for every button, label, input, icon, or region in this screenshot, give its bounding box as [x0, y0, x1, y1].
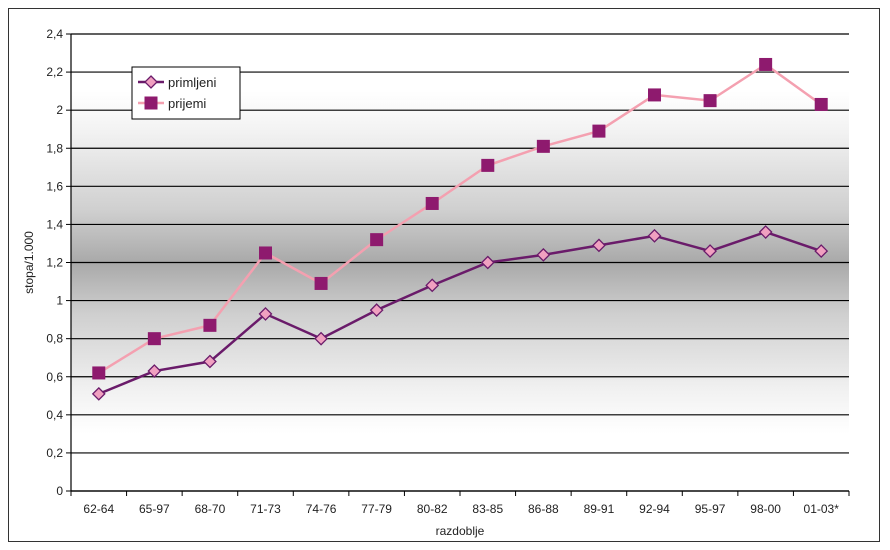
y-tick-label: 0,4: [46, 408, 63, 422]
x-tick-label: 62-64: [83, 502, 114, 516]
gridlines: [71, 33, 849, 492]
data-point-prijemi: [203, 318, 217, 332]
data-point-primljeni: [536, 247, 551, 262]
y-axis-title: stopa/1.000: [22, 231, 36, 294]
axes: 0 0,2 0,4 0,6 0,8 1 1,2 1,4 1,6 1,8 2 2,2 2,4 62-64 65…: [46, 27, 850, 516]
y-tick-label: 1,8: [46, 141, 63, 155]
y-tick-label: 0,8: [46, 332, 63, 346]
y-tick-label: 1,2: [46, 256, 63, 270]
data-point-prijemi: [314, 276, 328, 290]
x-tick-label: 83-85: [472, 502, 503, 516]
y-tick-label: 1: [56, 294, 63, 308]
data-point-prijemi: [592, 124, 606, 138]
data-point-primljeni: [814, 244, 829, 258]
series-line-prijemi: [98, 62, 822, 375]
x-tick-label: 68-70: [195, 502, 226, 516]
y-tick-label: 0: [56, 484, 63, 498]
legend: primljeni prijemi: [131, 66, 241, 120]
data-point-primljeni: [369, 303, 384, 318]
y-tick-label: 2: [56, 103, 63, 117]
legend-marker-primljeni: [144, 75, 158, 89]
data-point-prijemi: [425, 196, 439, 210]
x-tick-label: 89-91: [584, 502, 615, 516]
y-tick-label: 1,4: [46, 217, 63, 231]
y-tick-label: 2,2: [46, 65, 63, 79]
data-point-primljeni: [425, 278, 440, 293]
data-point-prijemi: [259, 246, 272, 260]
data-point-prijemi: [92, 366, 106, 380]
data-point-primljeni: [147, 364, 162, 378]
x-tick-label: 74-76: [306, 502, 337, 516]
data-point-prijemi: [648, 88, 661, 102]
x-tick-label: 80-82: [417, 502, 448, 516]
data-point-prijemi: [536, 139, 550, 153]
data-point-primljeni: [758, 225, 773, 239]
y-tick-label: 1,6: [46, 179, 63, 193]
x-tick-label: 71-73: [250, 502, 281, 516]
x-tick-label: 65-97: [139, 502, 170, 516]
y-tick-label: 0,2: [46, 446, 63, 460]
x-tick-label: 98-00: [750, 502, 781, 516]
legend-box: [131, 66, 241, 120]
x-tick-label: 01-03*: [804, 502, 840, 516]
legend-marker-prijemi: [144, 96, 158, 110]
y-tick-label: 2,4: [46, 27, 63, 41]
data-point-prijemi: [814, 97, 828, 111]
series-layer: [91, 57, 829, 401]
series-primljeni: [91, 225, 829, 401]
data-point-primljeni: [258, 306, 273, 321]
data-point-prijemi: [703, 94, 717, 108]
x-tick-label: 77-79: [361, 502, 392, 516]
data-point-prijemi: [147, 332, 161, 346]
data-point-primljeni: [647, 228, 662, 243]
x-axis-title: razdoblje: [436, 524, 485, 538]
series-line-primljeni: [98, 230, 822, 396]
data-point-primljeni: [592, 238, 606, 253]
data-point-primljeni: [480, 255, 495, 270]
data-point-primljeni: [314, 331, 328, 346]
line-chart: 0 0,2 0,4 0,6 0,8 1 1,2 1,4 1,6 1,8 2 2,2 2,4 62-64 65…: [22, 27, 850, 538]
data-point-primljeni: [203, 354, 217, 369]
data-point-primljeni: [91, 386, 106, 401]
chart-frame: 0 0,2 0,4 0,6 0,8 1 1,2 1,4 1,6 1,8 2 2,2 2,4 62-64 65…: [8, 8, 880, 542]
data-point-prijemi: [481, 158, 495, 172]
series-prijemi: [92, 57, 828, 380]
data-point-prijemi: [370, 233, 384, 247]
legend-label-prijemi: prijemi: [168, 96, 206, 111]
data-point-prijemi: [759, 57, 773, 71]
y-tick-label: 0,6: [46, 370, 63, 384]
x-tick-label: 86-88: [528, 502, 559, 516]
data-point-primljeni: [703, 244, 717, 258]
x-tick-label: 92-94: [639, 502, 670, 516]
legend-label-primljeni: primljeni: [168, 75, 217, 90]
x-tick-label: 95-97: [695, 502, 726, 516]
